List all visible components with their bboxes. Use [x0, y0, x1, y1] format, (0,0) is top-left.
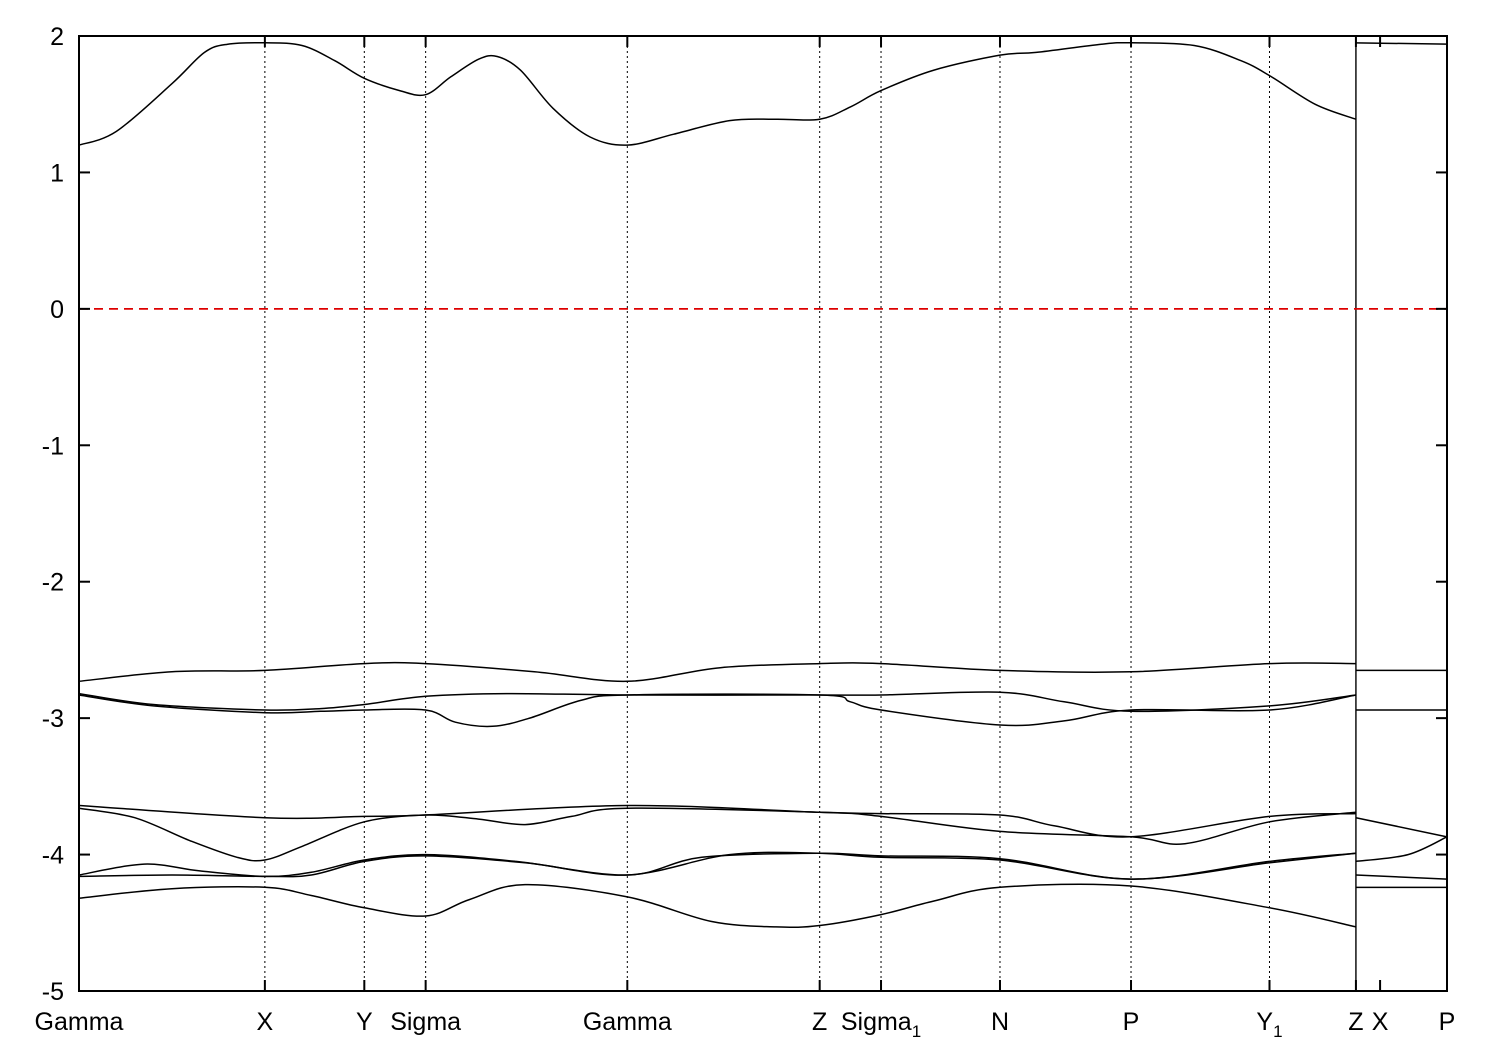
- y-tick-label: -1: [42, 432, 64, 460]
- y-tick-label: 1: [50, 159, 64, 187]
- kpoint-label: P: [1123, 1008, 1140, 1036]
- y-tick-label: -5: [42, 978, 64, 1006]
- band-line: [78, 851, 1356, 880]
- y-tick-label: -2: [42, 569, 64, 597]
- y-tick-label: -3: [42, 705, 64, 733]
- band-line: [78, 661, 1356, 683]
- kpoint-label: X: [1372, 1008, 1389, 1036]
- band-line: [1355, 836, 1448, 863]
- band-line: [1355, 817, 1448, 838]
- plot-frame: [78, 35, 1448, 992]
- y-tick-label: -4: [42, 842, 64, 870]
- kpoint-label-subscript: 1: [912, 1022, 921, 1041]
- kpoint-label: N: [991, 1008, 1009, 1036]
- kpoint-label: Gamma: [35, 1008, 124, 1036]
- kpoint-label-subscript: 1: [1273, 1022, 1282, 1041]
- kpoint-label: Sigma: [390, 1008, 461, 1036]
- band-line: [78, 883, 1357, 929]
- kpoint-label: Sigma1: [841, 1008, 921, 1041]
- band-line: [1355, 42, 1448, 45]
- kpoint-label: Y: [356, 1008, 373, 1036]
- x-tick-labels: Gamma X Y Sigma Gamma Z Sigma1 N P Y1 Z P X: [35, 1008, 1456, 1041]
- axis-ticks: [78, 35, 1448, 992]
- band-line: [78, 41, 1357, 146]
- kpoint-label: Z: [812, 1008, 827, 1036]
- kpoint-label: X: [257, 1008, 274, 1036]
- y-tick-labels: 2 1 0 -1 -2 -3 -4 -5: [42, 23, 64, 1006]
- band-lines: [78, 41, 1448, 929]
- y-tick-label: 2: [50, 23, 64, 51]
- kpoint-label: Y1: [1256, 1008, 1282, 1041]
- kpoint-label: Z: [1348, 1008, 1363, 1036]
- band-line: [1355, 874, 1448, 880]
- kpoint-gridlines: [264, 36, 1357, 991]
- band-line: [78, 804, 1356, 838]
- band-line: [78, 693, 1357, 728]
- kpoint-label: Gamma: [583, 1008, 672, 1036]
- band-line: [78, 807, 1356, 862]
- kpoint-label: P: [1439, 1008, 1456, 1036]
- y-tick-label: 0: [50, 296, 64, 324]
